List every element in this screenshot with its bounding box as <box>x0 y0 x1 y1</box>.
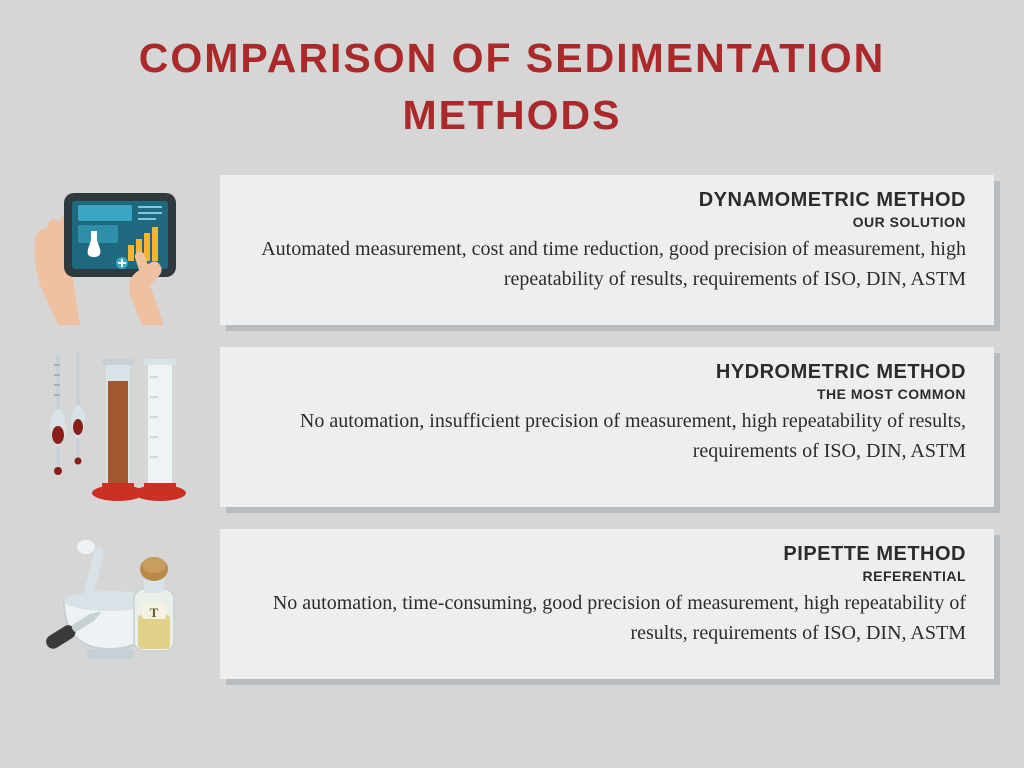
method-row-hydrometric: HYDROMETRIC METHOD THE MOST COMMON No au… <box>30 347 994 507</box>
method-card: DYNAMOMETRIC METHOD OUR SOLUTION Automat… <box>220 175 994 325</box>
method-card: HYDROMETRIC METHOD THE MOST COMMON No au… <box>220 347 994 507</box>
method-name: DYNAMOMETRIC METHOD <box>240 189 966 212</box>
method-description: No automation, insufficient precision of… <box>240 406 966 466</box>
page-title: COMPARISON OF SEDIMENTATION METHODS <box>0 0 1024 165</box>
title-text: COMPARISON OF SEDIMENTATION METHODS <box>139 35 885 138</box>
method-card: PIPETTE METHOD REFERENTIAL No automation… <box>220 529 994 679</box>
method-name: PIPETTE METHOD <box>240 543 966 566</box>
method-subtitle: OUR SOLUTION <box>240 214 966 230</box>
method-name: HYDROMETRIC METHOD <box>240 361 966 384</box>
method-row-pipette: T PIPETTE METHOD REFERENTIAL No automati… <box>30 529 994 679</box>
method-description: Automated measurement, cost and time red… <box>240 234 966 294</box>
svg-text:T: T <box>150 605 159 620</box>
method-description: No automation, time-consuming, good prec… <box>240 588 966 648</box>
methods-list: DYNAMOMETRIC METHOD OUR SOLUTION Automat… <box>0 165 1024 679</box>
method-subtitle: REFERENTIAL <box>240 568 966 584</box>
pipette-icon: T <box>30 529 200 679</box>
method-row-dynamometric: DYNAMOMETRIC METHOD OUR SOLUTION Automat… <box>30 175 994 325</box>
method-subtitle: THE MOST COMMON <box>240 386 966 402</box>
tablet-icon <box>30 175 200 325</box>
hydrometer-icon <box>30 347 200 507</box>
